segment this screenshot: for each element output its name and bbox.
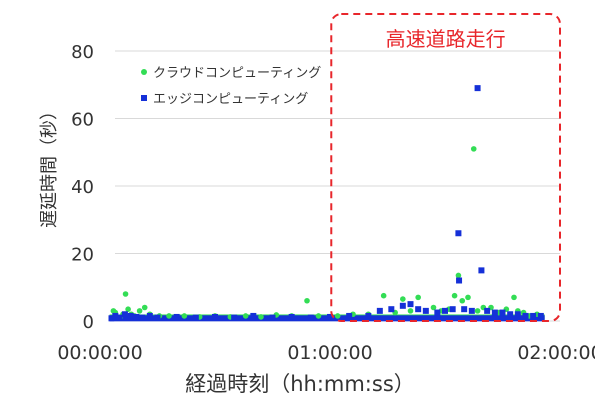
edge-data-point [173, 313, 180, 320]
x-tick-labels: 00:00:00 01:00:00 02:00:00 [57, 342, 595, 364]
edge-data-point [491, 309, 498, 316]
edge-data-point [399, 302, 406, 309]
edge-data-point [434, 309, 441, 316]
edge-data-point [192, 314, 199, 321]
legend-marker [141, 95, 147, 101]
edge-data-point [376, 307, 383, 314]
x-axis-label: 経過時刻（hh:mm:ss） [185, 372, 415, 396]
edge-data-point [269, 314, 276, 321]
edge-data-point [212, 313, 218, 320]
y-tick-label: 60 [71, 110, 94, 131]
edge-data-point [121, 311, 128, 318]
cloud-data-point [334, 313, 341, 319]
edge-data-point [388, 306, 395, 313]
cloud-data-point [511, 294, 517, 301]
edge-data-point [442, 307, 448, 314]
edge-data-point [116, 314, 123, 321]
cloud-data-point [125, 306, 131, 312]
y-tick-label: 0 [83, 312, 94, 333]
cloud-data-point [459, 297, 466, 304]
y-tick-label: 80 [71, 42, 94, 63]
cloud-data-point [470, 146, 477, 152]
cloud-data-point [415, 294, 421, 301]
cloud-data-point [166, 313, 172, 319]
edge-data-point [407, 301, 414, 308]
cloud-data-point [474, 308, 481, 314]
edge-data-point [514, 311, 521, 318]
edge-data-point [231, 314, 238, 321]
cloud-data-point [258, 314, 264, 320]
edge-data-point [507, 311, 514, 318]
cloud-data-point [407, 308, 414, 314]
cloud-data-point [455, 272, 462, 279]
cloud-data-point [380, 292, 387, 299]
cloud-data-point [136, 308, 143, 314]
edge-data-point [499, 309, 506, 316]
edge-data-point [327, 313, 333, 320]
cloud-data-point [430, 304, 437, 311]
edge-data-point [112, 312, 119, 319]
y-tick-label: 20 [71, 245, 94, 266]
edge-data-point [346, 312, 353, 319]
annotation: 高速道路走行 [330, 13, 561, 322]
y-tick-label: 40 [71, 177, 94, 198]
edge-data-point [522, 312, 529, 319]
edge-data-point [250, 312, 257, 319]
edge-data-point [146, 312, 153, 319]
cloud-data-point [400, 296, 406, 302]
cloud-data-point [181, 313, 188, 319]
y-axis-label: 遅延時間（秒） [39, 102, 60, 228]
x-tick-label: 01:00:00 [287, 342, 372, 364]
x-tick-label: 00:00:00 [57, 342, 142, 364]
legend-marker [141, 69, 147, 75]
highway-region-box [330, 13, 561, 322]
highway-region-label: 高速道路走行 [386, 27, 506, 51]
edge-data-point [288, 313, 295, 320]
x-tick-label: 02:00:00 [517, 342, 595, 364]
cloud-data-point [122, 291, 129, 297]
edge-data-point [127, 312, 134, 319]
y-tick-labels: 0 20 40 60 80 [71, 42, 94, 333]
edge-data-point [461, 306, 468, 313]
edge-data-point [530, 312, 537, 319]
edge-data-point [108, 315, 115, 322]
edge-data-point [133, 313, 140, 320]
edge-data-point [456, 277, 463, 284]
edge-data-point [365, 312, 372, 319]
cloud-data-point [465, 294, 471, 301]
edge-data-point [484, 307, 491, 314]
edge-data-point [468, 307, 475, 314]
legend-label: クラウドコンピューティング [153, 66, 321, 81]
edge-data-point [474, 85, 481, 92]
data-points [108, 85, 545, 322]
edge-data-point [422, 307, 429, 314]
cloud-data-point [242, 313, 249, 319]
edge-data-point [307, 314, 314, 321]
legend-label: エッジコンピューティング [153, 92, 308, 107]
cloud-data-point [451, 292, 458, 299]
edge-data-point [449, 306, 456, 313]
edge-data-point [415, 306, 422, 313]
cloud-data-point [304, 297, 310, 304]
edge-data-point [139, 314, 146, 321]
cloud-data-point [315, 313, 322, 319]
edge-data-point [537, 312, 544, 319]
edge-data-point [455, 230, 462, 237]
edge-data-point [154, 314, 161, 321]
edge-data-point [478, 267, 485, 274]
legend-item: クラウドコンピューティング [141, 66, 321, 81]
legend-item: エッジコンピューティング [141, 92, 308, 107]
cloud-data-point [141, 304, 148, 311]
